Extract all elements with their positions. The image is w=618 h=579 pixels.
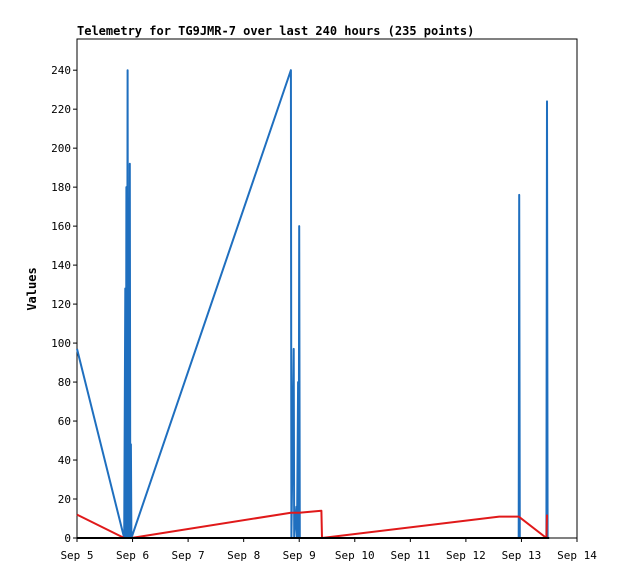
x-tick-label: Sep 8 [227, 549, 260, 562]
x-tick-label: Sep 12 [446, 549, 486, 562]
series-layer [76, 69, 550, 539]
plot-area [76, 38, 578, 539]
y-tick-label: 180 [51, 181, 71, 194]
y-tick-label: 200 [51, 142, 71, 155]
chart-title: Telemetry for TG9JMR-7 over last 240 hou… [77, 24, 474, 38]
x-axis-ticks: Sep 5 Sep 6 Sep 7 Sep 8 Sep 9 Sep 10 Sep 11 Sep… [60, 538, 597, 562]
x-tick-label: Sep 13 [502, 549, 542, 562]
y-tick-label: 160 [51, 220, 71, 233]
y-tick-label: 120 [51, 298, 71, 311]
y-tick-label: 20 [58, 493, 71, 506]
y-tick-label: 140 [51, 259, 71, 272]
y-tick-label: 40 [58, 454, 71, 467]
y-tick-label: 100 [51, 337, 71, 350]
x-tick-label: Sep 10 [335, 549, 375, 562]
x-tick-label: Sep 5 [60, 549, 93, 562]
y-tick-label: 80 [58, 376, 71, 389]
x-tick-label: Sep 14 [557, 549, 597, 562]
y-tick-label: 240 [51, 64, 71, 77]
y-axis-label: Values [25, 267, 39, 310]
x-tick-label: Sep 11 [390, 549, 430, 562]
y-tick-label: 0 [64, 532, 71, 545]
y-tick-label: 220 [51, 103, 71, 116]
x-tick-label: Sep 6 [116, 549, 149, 562]
y-tick-label: 60 [58, 415, 71, 428]
x-tick-label: Sep 9 [283, 549, 316, 562]
x-tick-label: Sep 7 [172, 549, 205, 562]
y-axis-ticks: 0 20 40 60 80 100 120 140 160 180 200 220 240 [51, 64, 77, 545]
